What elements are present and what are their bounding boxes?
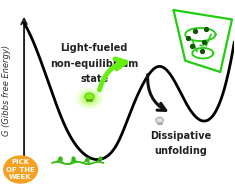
Text: Dissipative: Dissipative: [150, 131, 211, 141]
Text: non-equilibrium: non-equilibrium: [50, 59, 138, 69]
Circle shape: [4, 156, 37, 183]
Circle shape: [80, 91, 99, 106]
Circle shape: [156, 117, 163, 123]
Text: Light-fueled: Light-fueled: [60, 43, 128, 53]
Circle shape: [85, 93, 94, 101]
Circle shape: [83, 93, 96, 104]
Text: state: state: [80, 74, 108, 84]
Circle shape: [77, 88, 102, 108]
Text: PICK
OF THE
WEEK: PICK OF THE WEEK: [6, 159, 35, 180]
Text: unfolding: unfolding: [154, 146, 207, 156]
Text: G (Gibbs free Energy): G (Gibbs free Energy): [2, 45, 11, 136]
